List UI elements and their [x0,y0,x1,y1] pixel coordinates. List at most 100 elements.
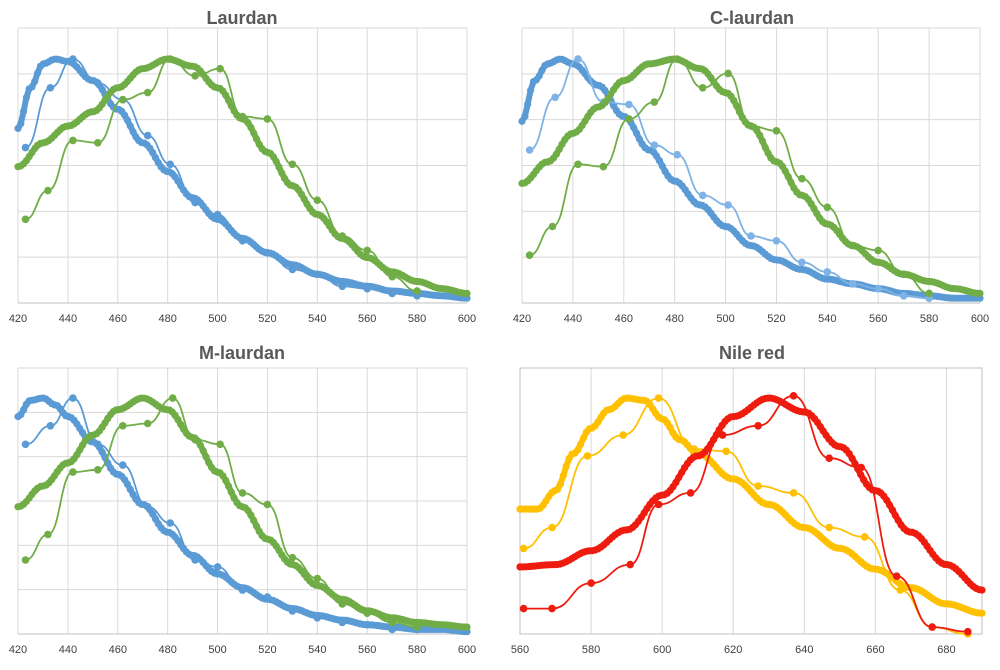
x-tick-label: 560 [511,644,529,656]
data-point [272,157,280,166]
chart-nile-red: Nile red 560 580 600 620 640 660 680 [511,343,986,656]
data-point [754,482,762,490]
data-point [784,173,792,181]
series-2 [516,394,986,594]
data-point [31,77,39,85]
data-point [44,186,52,195]
data-point [252,522,261,530]
data-point [747,122,755,130]
data-point [896,586,905,594]
data-point [227,488,235,496]
data-point [388,618,397,627]
data-point [275,163,283,171]
data-point [94,466,102,474]
series-0 [14,394,471,636]
series-1 [21,394,421,634]
data-point [216,440,224,449]
x-tick-label: 640 [795,644,813,656]
data-point [313,574,322,583]
x-tick-label: 540 [818,313,836,325]
data-point [798,174,806,183]
data-point [213,563,222,571]
x-tick-label: 600 [971,313,989,325]
data-point [747,232,755,240]
x-tick-label: 600 [458,313,476,325]
series-3 [525,55,933,298]
data-point [772,127,781,135]
data-point [34,69,42,77]
data-point [238,586,247,594]
data-point [119,95,127,104]
series-3 [21,394,421,631]
data-point [559,472,567,480]
data-point [964,627,972,636]
data-point [263,593,272,601]
data-point [44,530,52,539]
data-point [168,394,177,402]
x-tick-label: 540 [308,313,326,325]
data-point [247,511,255,519]
data-point [191,72,199,80]
data-point [673,55,681,63]
data-point [313,270,322,279]
x-tick-label: 500 [716,313,734,325]
series-line [25,58,418,297]
data-point [556,480,565,488]
x-tick-label: 460 [109,313,127,325]
data-point [758,137,767,145]
data-point [250,129,258,137]
data-point [46,422,55,430]
data-point [166,55,174,63]
data-point [519,544,528,553]
series-3 [519,392,972,636]
plot-area-border [519,367,983,635]
data-point [143,419,152,428]
data-point [976,289,984,297]
data-point [825,454,833,463]
x-tick-label: 520 [258,644,276,656]
data-point [21,556,30,564]
data-point [263,115,272,123]
data-point [874,284,882,293]
data-point [654,394,663,402]
x-tick-label: 460 [615,313,633,325]
data-point [216,64,224,73]
series-2 [14,394,471,631]
series-3 [21,55,421,295]
data-point [313,196,322,204]
data-point [754,422,762,430]
data-point [978,609,986,617]
data-point [21,143,30,152]
data-point [94,79,102,87]
data-point [789,392,798,400]
chart-title-m-laurdan: M-laurdan [199,343,285,363]
x-tick-label: 440 [59,644,77,656]
data-point [166,160,174,169]
data-point [525,251,534,259]
data-point [548,523,556,532]
series-line [15,56,470,302]
chart-title-c-laurdan: C-laurdan [710,8,794,28]
series-0 [518,55,984,302]
data-point [247,123,255,131]
data-point [825,523,833,532]
data-point [698,191,707,200]
data-point [686,489,695,497]
data-point [252,135,261,143]
series-line [523,394,968,633]
data-point [658,162,666,170]
data-point [263,500,272,509]
data-point [363,620,372,629]
data-point [288,553,297,562]
data-point [94,440,102,449]
data-point [166,519,174,527]
data-point [238,237,247,245]
data-point [69,136,77,145]
data-point [191,435,199,444]
data-point [263,249,272,257]
data-point [143,503,152,511]
data-point [733,102,741,110]
data-point [69,55,77,63]
x-tick-label: 600 [458,644,476,656]
